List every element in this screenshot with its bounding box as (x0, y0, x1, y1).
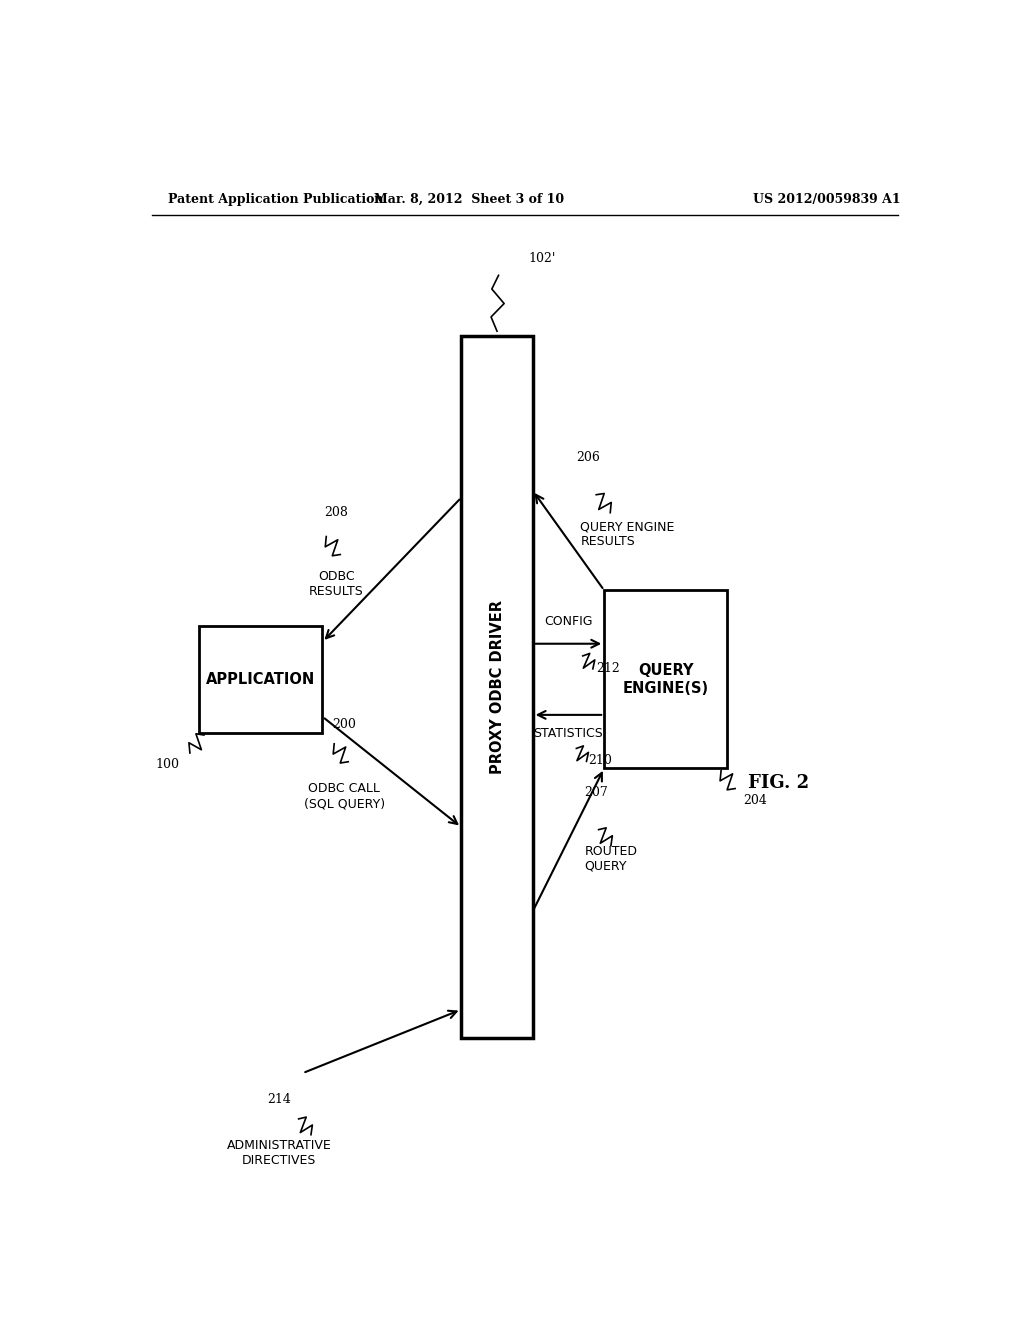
Text: CONFIG: CONFIG (544, 615, 593, 628)
Text: 102': 102' (528, 252, 556, 265)
Text: Patent Application Publication: Patent Application Publication (168, 193, 383, 206)
Text: 206: 206 (577, 451, 600, 465)
Text: 204: 204 (743, 793, 767, 807)
Text: QUERY ENGINE
RESULTS: QUERY ENGINE RESULTS (581, 520, 675, 548)
Text: US 2012/0059839 A1: US 2012/0059839 A1 (753, 193, 900, 206)
Bar (604, 590, 727, 768)
Text: 210: 210 (588, 754, 612, 767)
Text: FIG. 2: FIG. 2 (749, 775, 809, 792)
Text: ROUTED
QUERY: ROUTED QUERY (585, 845, 637, 873)
Text: QUERY
ENGINE(S): QUERY ENGINE(S) (623, 663, 709, 696)
Text: STATISTICS: STATISTICS (534, 727, 603, 741)
Bar (200, 626, 323, 733)
Text: Mar. 8, 2012  Sheet 3 of 10: Mar. 8, 2012 Sheet 3 of 10 (374, 193, 564, 206)
Text: ODBC
RESULTS: ODBC RESULTS (309, 570, 364, 598)
Text: PROXY ODBC DRIVER: PROXY ODBC DRIVER (489, 599, 505, 774)
Text: ODBC CALL
(SQL QUERY): ODBC CALL (SQL QUERY) (304, 781, 385, 810)
Text: ADMINISTRATIVE
DIRECTIVES: ADMINISTRATIVE DIRECTIVES (226, 1139, 331, 1167)
Text: 214: 214 (267, 1093, 291, 1106)
Text: 212: 212 (596, 663, 620, 675)
Text: 100: 100 (156, 758, 179, 771)
Text: APPLICATION: APPLICATION (206, 672, 315, 686)
Bar (461, 337, 532, 1038)
Text: 208: 208 (325, 506, 348, 519)
Text: 200: 200 (333, 718, 356, 731)
Text: 207: 207 (585, 787, 608, 799)
